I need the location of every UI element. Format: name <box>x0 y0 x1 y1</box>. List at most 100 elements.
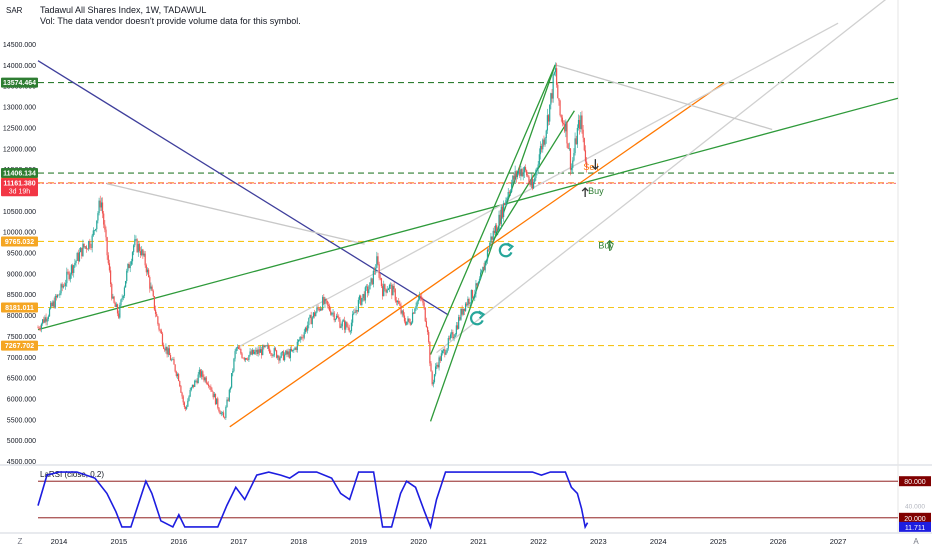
candle-body <box>60 284 62 294</box>
candle-body <box>406 321 408 325</box>
candle-body <box>454 334 456 337</box>
candle-body <box>151 286 153 291</box>
candle-body <box>471 290 474 299</box>
price-label-box <box>1 168 38 179</box>
candle-body <box>437 364 439 368</box>
candle-body <box>520 169 522 176</box>
candle-body <box>580 115 582 129</box>
candle-body <box>221 412 224 414</box>
candle-body <box>476 283 478 286</box>
candle-body <box>393 285 395 290</box>
candle-body <box>377 256 379 265</box>
candle-body <box>75 260 77 263</box>
candle-body <box>234 351 236 359</box>
candle-body <box>54 295 56 308</box>
x-tick-label: 2021 <box>470 537 487 546</box>
candle-body <box>408 318 410 323</box>
candle-body <box>569 148 572 170</box>
candle-body <box>314 312 316 317</box>
trend-lines <box>37 0 899 428</box>
candle-body <box>551 93 553 99</box>
candle-body <box>141 249 143 256</box>
candle-body <box>257 349 259 355</box>
candle-body <box>339 319 341 328</box>
candle-body <box>317 307 319 309</box>
candle-body <box>50 302 52 309</box>
candle-body <box>405 321 407 325</box>
y-tick-label: 10000.000 <box>3 230 36 237</box>
candle-body <box>407 318 409 322</box>
trend-line <box>235 22 839 349</box>
candle-body <box>416 301 418 307</box>
signal-label: Buy <box>598 240 614 250</box>
price-label-text: 8181.011 <box>5 305 34 312</box>
candle-body <box>134 239 136 246</box>
candle-body <box>490 236 492 244</box>
candle-body <box>534 178 536 182</box>
candle-body <box>386 290 388 293</box>
candle-body <box>399 303 401 306</box>
candle-body <box>392 285 394 296</box>
candle-body <box>154 309 157 314</box>
candle-body <box>560 115 562 118</box>
candle-body <box>82 243 84 257</box>
price-label-box <box>1 77 38 88</box>
candle-body <box>387 288 389 291</box>
candle-body <box>335 315 338 319</box>
candle-body <box>179 380 181 387</box>
candle-body <box>241 353 243 358</box>
candle-body <box>267 345 270 349</box>
candle-body <box>309 315 311 318</box>
candle-body <box>515 171 517 178</box>
candle-body <box>205 377 207 384</box>
y-tick-label: 7000.000 <box>7 355 36 362</box>
candle-body <box>225 407 227 418</box>
rsi-level-box <box>899 476 931 487</box>
candle-body <box>53 301 55 308</box>
candle-body <box>539 145 542 155</box>
x-tick-label: 2025 <box>710 537 727 546</box>
candle-body <box>174 364 176 372</box>
candle-body <box>197 374 199 384</box>
candle-body <box>322 296 324 310</box>
candle-body <box>512 175 514 184</box>
candle-body <box>269 348 271 354</box>
candle-body <box>390 284 392 286</box>
candle-body <box>242 357 244 359</box>
candle-body <box>80 247 82 253</box>
candle-body <box>281 351 283 353</box>
candle-body <box>219 411 221 415</box>
candle-body <box>107 255 109 264</box>
candle-body <box>445 352 447 355</box>
candle-body <box>61 284 63 288</box>
candle-body <box>552 74 554 99</box>
candle-body <box>383 284 385 297</box>
candle-body <box>130 261 132 265</box>
candle-body <box>574 138 576 154</box>
candle-body <box>142 249 144 256</box>
candle-body <box>378 264 380 278</box>
candle-body <box>474 293 476 297</box>
candle-body <box>441 350 444 354</box>
candle-body <box>182 396 184 403</box>
candle-body <box>232 371 234 374</box>
candle-body <box>462 308 464 315</box>
buy-arrow-icon <box>606 239 614 251</box>
candle-body <box>479 272 482 280</box>
x-tick-label: 2017 <box>230 537 247 546</box>
candle-body <box>431 371 433 385</box>
candle-body <box>270 353 272 354</box>
candle-body <box>582 129 584 138</box>
candle-body <box>240 349 242 354</box>
candle-body <box>312 312 315 318</box>
candle-body <box>136 239 138 253</box>
candle-body <box>133 245 135 253</box>
rotate-icon <box>470 311 484 326</box>
candle-body <box>209 386 211 387</box>
candle-body <box>380 278 383 287</box>
candle-body <box>340 326 342 328</box>
y-tick-label: 13000.000 <box>3 105 36 112</box>
candle-body <box>346 322 348 327</box>
